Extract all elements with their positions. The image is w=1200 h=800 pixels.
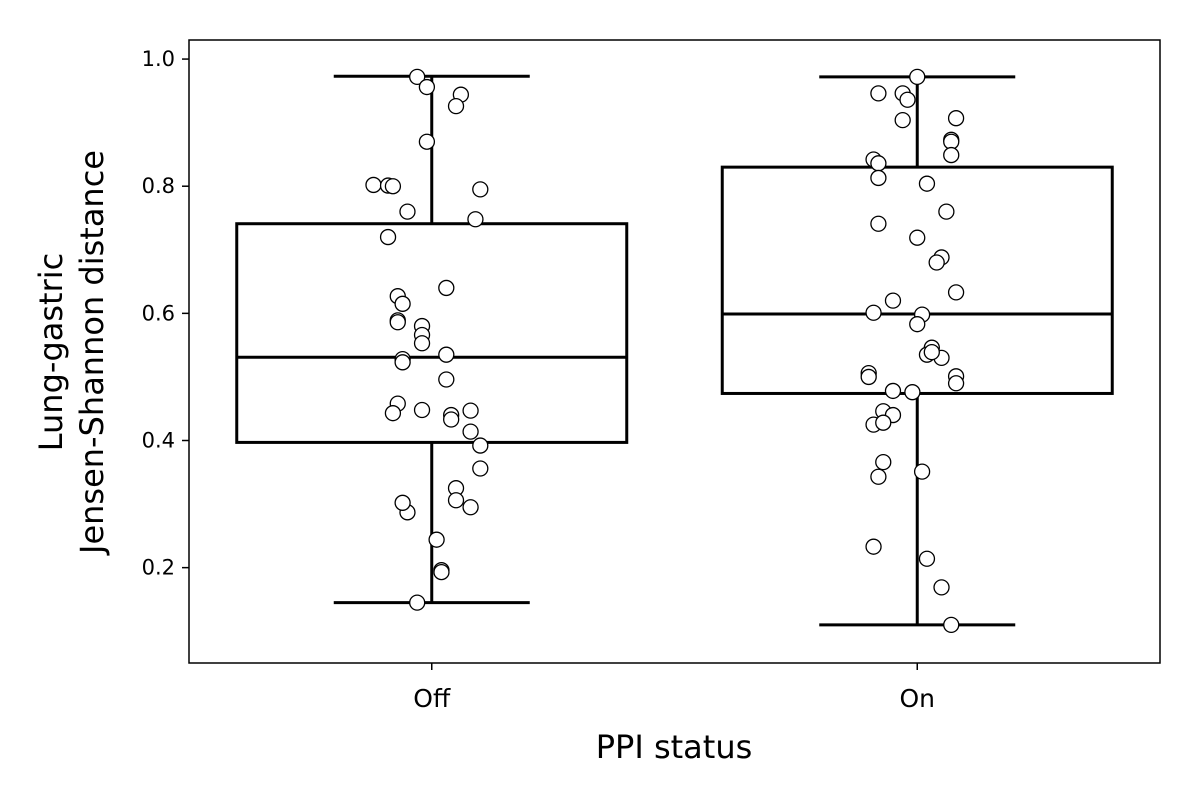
data-point [394, 354, 411, 371]
data-point [467, 211, 484, 228]
data-point [472, 460, 489, 477]
data-point [884, 382, 902, 400]
data-point [399, 203, 416, 220]
y-tick-label: 0.4 [142, 429, 175, 453]
data-point [913, 463, 931, 480]
data-point [928, 254, 945, 271]
y-axis-title-line-1: Lung-gastric [32, 253, 70, 451]
data-point [413, 335, 431, 352]
data-point [875, 453, 892, 471]
y-axis-title: Lung-gastric Jensen-Shannon distance [32, 150, 111, 556]
data-point [438, 371, 455, 388]
data-point [418, 133, 436, 150]
data-point [947, 284, 965, 301]
boxes-layer [235, 74, 1114, 627]
data-point [909, 229, 926, 246]
data-point [870, 85, 887, 102]
data-point [904, 384, 921, 401]
data-point [379, 228, 397, 246]
data-point [433, 563, 450, 581]
data-point [933, 579, 950, 596]
data-point [418, 78, 436, 96]
data-point [884, 292, 902, 309]
data-point [865, 538, 882, 555]
data-point [409, 68, 426, 86]
data-point [438, 279, 455, 297]
data-point [443, 411, 460, 428]
data-point [918, 550, 936, 567]
x-tick-label: On [899, 684, 935, 713]
data-point [447, 97, 465, 115]
y-tick-label: 0.6 [142, 301, 175, 325]
data-point [472, 437, 489, 454]
data-point [909, 68, 926, 86]
data-point [870, 468, 887, 485]
data-point [472, 181, 489, 198]
data-point [413, 401, 431, 419]
data-point [860, 368, 877, 386]
data-point [938, 203, 955, 220]
data-point [947, 110, 965, 127]
data-point [409, 594, 426, 611]
data-point [447, 492, 465, 509]
data-point [394, 295, 411, 312]
data-point [428, 531, 445, 548]
data-point [865, 304, 882, 321]
points-layer [365, 68, 965, 634]
data-point [462, 499, 479, 516]
data-point [909, 316, 926, 333]
data-point [384, 405, 402, 422]
data-point [870, 215, 887, 232]
data-point [875, 414, 892, 431]
data-point [923, 343, 940, 361]
data-point [899, 91, 916, 108]
y-axis-title-line-2: Jensen-Shannon distance [73, 150, 111, 556]
y-axis: 0.2 0.4 0.6 0.8 1.0 [142, 47, 189, 580]
data-point [918, 175, 936, 192]
x-tick-label: Off [413, 684, 451, 713]
y-tick-label: 0.8 [142, 174, 175, 198]
data-point [894, 111, 911, 129]
iqr-box [720, 165, 1114, 395]
data-point [389, 314, 406, 331]
data-point [870, 155, 887, 172]
data-point [947, 375, 965, 392]
data-point [943, 146, 960, 164]
data-point [462, 402, 479, 419]
data-point [870, 169, 887, 187]
data-point [462, 423, 479, 440]
iqr-box [235, 222, 629, 444]
plot-frame [188, 39, 1161, 664]
y-tick-label: 1.0 [142, 47, 175, 71]
data-point [438, 346, 455, 363]
x-axis-title: PPI status [596, 728, 753, 766]
data-point [943, 616, 960, 634]
y-tick-label: 0.2 [142, 556, 175, 580]
data-point [384, 178, 402, 195]
data-point [365, 176, 382, 194]
x-axis: Off On [413, 663, 935, 713]
data-point [394, 494, 411, 511]
